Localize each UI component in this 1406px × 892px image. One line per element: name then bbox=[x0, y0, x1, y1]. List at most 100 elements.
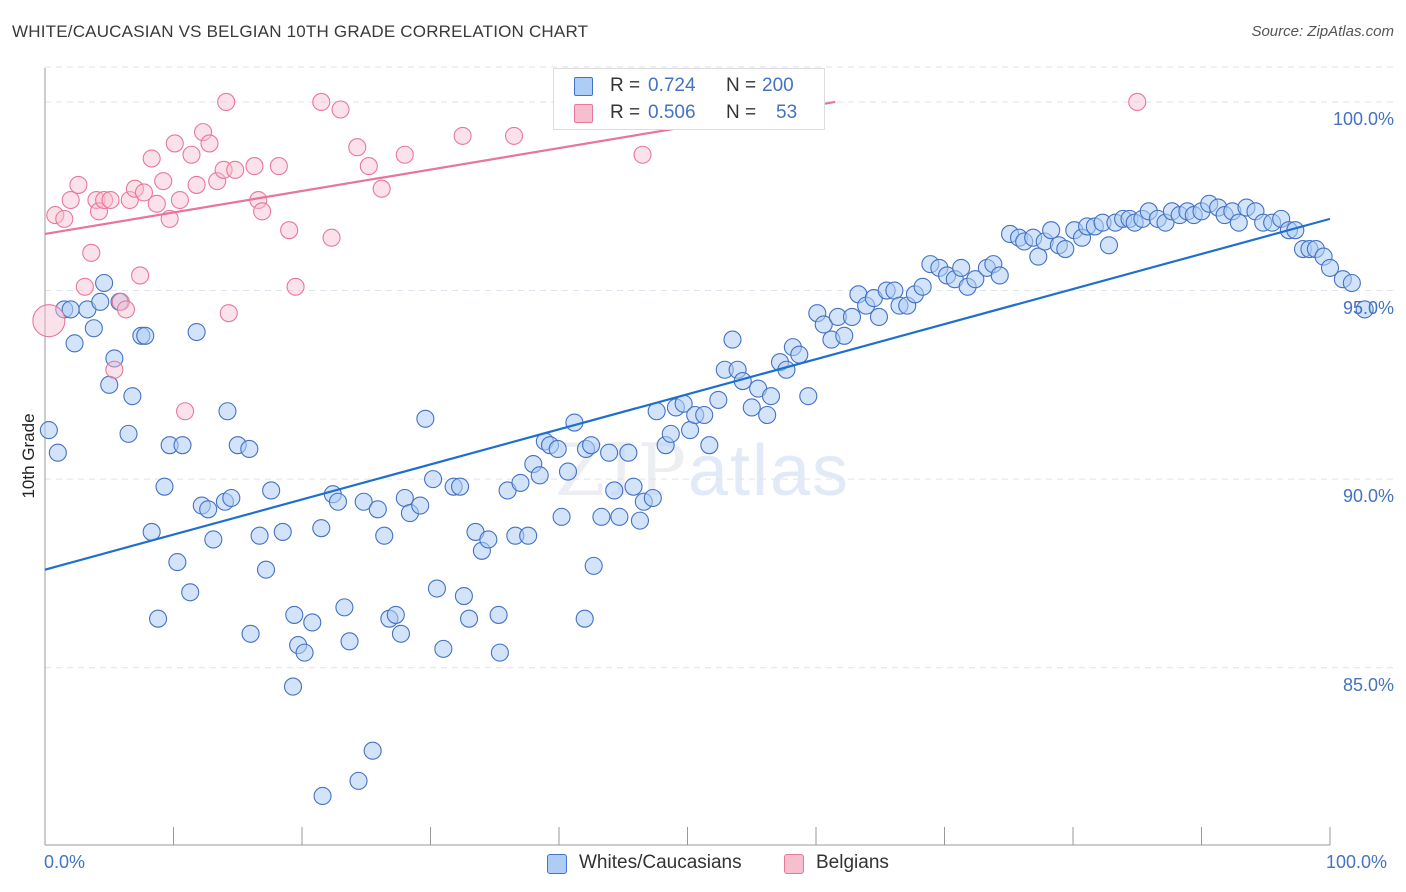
data-point-belgians bbox=[200, 134, 219, 153]
data-point-belgians bbox=[1128, 92, 1147, 111]
data-point-whites-caucasians bbox=[335, 598, 354, 617]
data-point-belgians bbox=[322, 228, 341, 247]
data-point-whites-caucasians bbox=[966, 270, 985, 289]
data-point-belgians bbox=[245, 157, 264, 176]
data-point-whites-caucasians bbox=[758, 405, 777, 425]
data-point-whites-caucasians bbox=[624, 477, 643, 496]
n-value: 200 bbox=[762, 75, 794, 96]
data-point-belgians bbox=[95, 190, 114, 210]
data-point-whites-caucasians bbox=[39, 421, 58, 440]
data-point-whites-caucasians bbox=[285, 605, 304, 624]
data-point-whites-caucasians bbox=[610, 507, 629, 526]
data-point-whites-caucasians bbox=[584, 556, 603, 575]
data-point-belgians bbox=[194, 123, 213, 142]
data-point-belgians bbox=[69, 175, 88, 194]
data-point-whites-caucasians bbox=[91, 292, 110, 311]
data-point-whites-caucasians bbox=[181, 583, 200, 602]
data-point-whites-caucasians bbox=[149, 609, 168, 628]
data-point-whites-caucasians bbox=[619, 443, 638, 462]
data-point-belgians bbox=[217, 92, 236, 111]
data-point-belgians bbox=[82, 243, 101, 262]
data-point-belgians bbox=[101, 190, 120, 210]
data-point-whites-caucasians bbox=[761, 387, 781, 406]
data-point-whites-caucasians bbox=[48, 443, 67, 462]
data-point-belgians bbox=[348, 138, 367, 157]
data-point-whites-caucasians bbox=[386, 605, 405, 624]
data-point-belgians bbox=[55, 209, 74, 228]
data-point-belgians bbox=[131, 266, 150, 285]
data-point-whites-caucasians bbox=[427, 579, 446, 598]
data-point-whites-caucasians bbox=[952, 258, 971, 277]
data-point-whites-caucasians bbox=[119, 424, 138, 443]
data-point-whites-caucasians bbox=[814, 315, 833, 334]
data-point-belgians bbox=[453, 126, 472, 145]
data-point-whites-caucasians bbox=[411, 496, 430, 515]
data-point-whites-caucasians bbox=[136, 326, 155, 345]
data-point-whites-caucasians bbox=[262, 481, 281, 500]
data-point-whites-caucasians bbox=[600, 443, 619, 462]
data-point-whites-caucasians bbox=[511, 473, 530, 492]
data-point-whites-caucasians bbox=[1342, 273, 1361, 293]
data-point-whites-caucasians bbox=[630, 511, 650, 530]
data-point-whites-caucasians bbox=[416, 409, 435, 428]
data-point-whites-caucasians bbox=[199, 500, 218, 519]
data-point-whites-caucasians bbox=[582, 436, 601, 455]
axes bbox=[44, 68, 1331, 846]
r-value: 0.724 bbox=[648, 75, 696, 96]
data-point-belgians bbox=[253, 202, 272, 221]
data-point-whites-caucasians bbox=[1355, 300, 1374, 319]
swatch-pink bbox=[574, 104, 593, 123]
data-point-whites-caucasians bbox=[1029, 247, 1048, 266]
data-point-belgians bbox=[120, 190, 139, 210]
data-point-whites-caucasians bbox=[303, 613, 322, 632]
data-point-belgians bbox=[395, 145, 414, 164]
data-point-whites-caucasians bbox=[168, 553, 187, 572]
data-point-whites-caucasians bbox=[218, 402, 237, 421]
data-point-whites-caucasians bbox=[913, 277, 932, 296]
trend-line-whites-caucasians bbox=[44, 217, 1331, 571]
data-point-whites-caucasians bbox=[256, 560, 276, 579]
stats-legend-box: R = 0.724 N = 200 R = 0.506 N = 53 bbox=[553, 68, 825, 130]
data-point-belgians bbox=[147, 194, 166, 213]
data-point-whites-caucasians bbox=[723, 330, 742, 349]
series-belgians bbox=[32, 92, 1147, 421]
data-point-whites-caucasians bbox=[799, 387, 818, 406]
data-point-whites-caucasians bbox=[661, 424, 680, 443]
chart-title: WHITE/CAUCASIAN VS BELGIAN 10TH GRADE CO… bbox=[12, 22, 589, 41]
data-point-belgians bbox=[125, 179, 144, 198]
n-value: 53 bbox=[776, 102, 798, 123]
data-point-whites-caucasians bbox=[312, 519, 331, 538]
data-point-whites-caucasians bbox=[790, 345, 809, 364]
r-label: R = bbox=[610, 75, 641, 96]
chart-source: Source: ZipAtlas.com bbox=[1251, 23, 1394, 40]
data-point-whites-caucasians bbox=[1229, 213, 1248, 232]
data-point-belgians bbox=[170, 190, 189, 210]
data-point-belgians bbox=[187, 175, 206, 194]
data-point-whites-caucasians bbox=[250, 526, 269, 545]
legend-swatch-pink bbox=[784, 854, 804, 874]
data-point-whites-caucasians bbox=[742, 398, 761, 417]
data-point-belgians bbox=[89, 202, 109, 221]
data-point-belgians bbox=[142, 149, 161, 168]
data-point-whites-caucasians bbox=[328, 492, 348, 511]
data-point-whites-caucasians bbox=[490, 643, 509, 662]
data-point-whites-caucasians bbox=[835, 326, 854, 345]
data-point-belgians bbox=[165, 134, 184, 153]
data-point-whites-caucasians bbox=[375, 526, 394, 545]
swatch-blue bbox=[574, 77, 593, 96]
data-point-whites-caucasians bbox=[1099, 236, 1119, 255]
series-whites-caucasians bbox=[39, 194, 1374, 806]
data-point-whites-caucasians bbox=[842, 307, 862, 326]
data-point-whites-caucasians bbox=[575, 609, 594, 628]
y-tick-label: 90.0% bbox=[1342, 486, 1394, 507]
data-point-whites-caucasians bbox=[283, 677, 303, 696]
data-point-belgians bbox=[280, 221, 299, 240]
data-point-whites-caucasians bbox=[123, 387, 142, 406]
legend: Whites/Caucasians Belgians bbox=[0, 852, 1406, 876]
data-point-whites-caucasians bbox=[204, 530, 223, 549]
data-point-belgians bbox=[269, 157, 288, 176]
data-point-belgians bbox=[61, 190, 80, 210]
data-point-whites-caucasians bbox=[479, 530, 498, 549]
data-point-belgians bbox=[331, 100, 350, 119]
